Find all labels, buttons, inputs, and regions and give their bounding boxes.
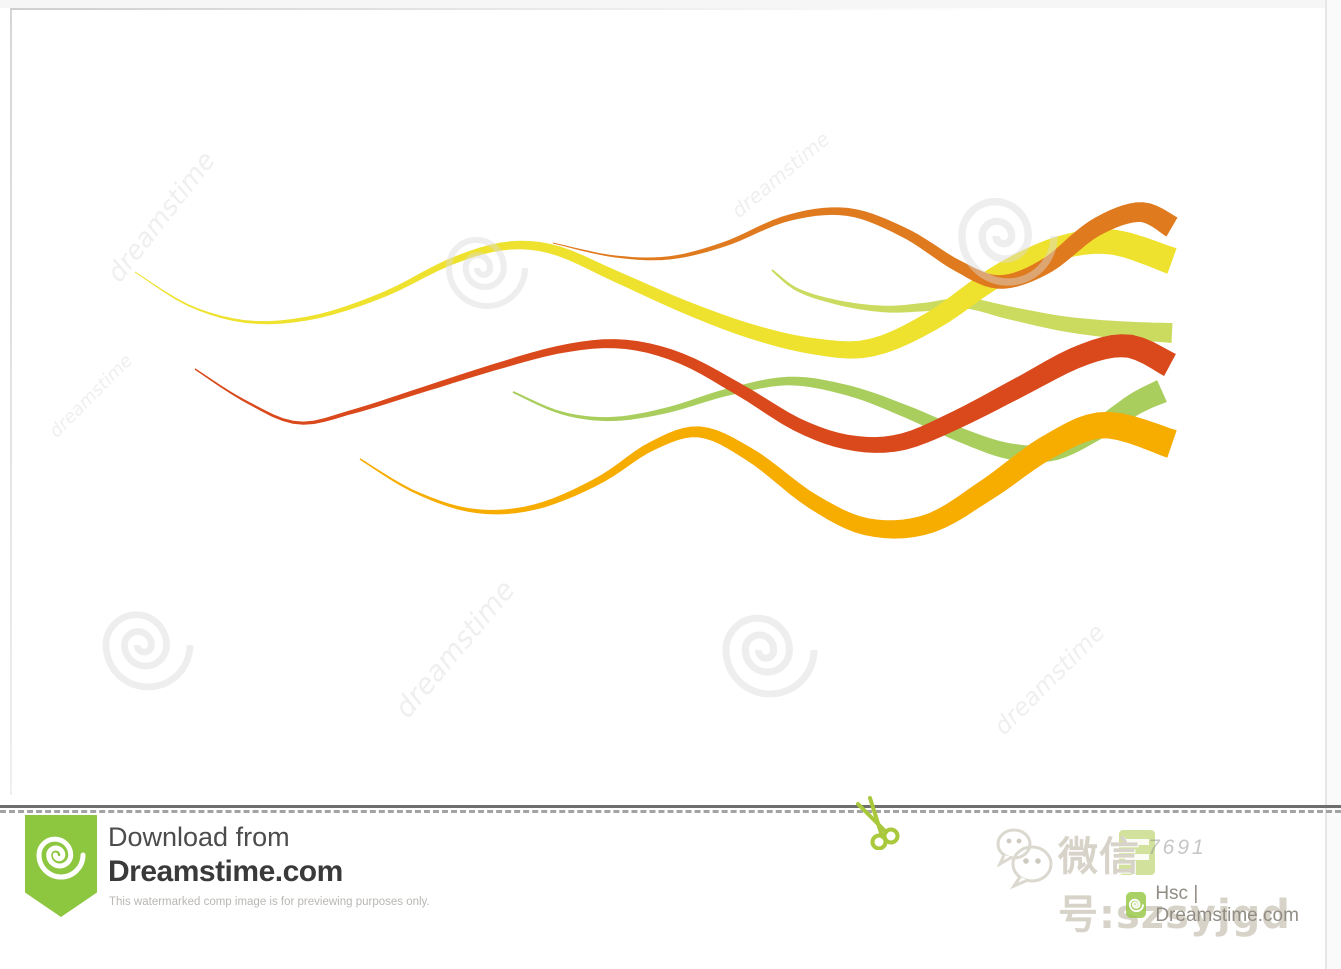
cut-line (0, 805, 1341, 813)
photo-edge-topline (10, 8, 1341, 10)
dreamstime-watermark-text: dreamstime (102, 146, 222, 288)
dreamstime-watermark-text: dreamstime (388, 574, 522, 725)
dreamstime-watermark-text: dreamstime (988, 618, 1110, 740)
download-from-text: Download from (108, 822, 290, 852)
photo-edge-right (1325, 0, 1327, 969)
dreamstime-watermark-spiral (722, 614, 818, 698)
credit-line: Hsc | Dreamstime.com (1126, 883, 1341, 927)
dreamstime-watermark-spiral (102, 611, 194, 691)
dreamstime-mini-logo-icon (1126, 892, 1147, 918)
dreamstime-watermark-spiral (445, 236, 529, 310)
faint-id-overlay: 7691 (1148, 836, 1207, 859)
cut-line-perforation (0, 810, 1341, 813)
scissors-icon (856, 796, 900, 850)
green-tag-overlay (1119, 830, 1155, 875)
wechat-id-text: 微信号:szsyjgd (1058, 834, 1291, 938)
dreamstime-watermark-text: dreamstime (45, 350, 137, 442)
credit-text: Hsc | Dreamstime.com (1155, 883, 1299, 926)
spiral-icon (36, 836, 86, 880)
dreamstime-watermark-spiral (958, 198, 1058, 286)
ribbon-yellow (134, 229, 1177, 359)
dreamstime-title: Dreamstime.com (108, 855, 343, 888)
ribbon-green (512, 376, 1167, 463)
wechat-watermark: 微信号:szsyjgd 7691 (980, 818, 1330, 938)
ribbon-light-yellow-green (771, 269, 1173, 343)
wechat-icon (996, 828, 1053, 890)
photo-edge-right-gutter (1327, 0, 1341, 969)
ribbon-amber (359, 411, 1177, 539)
wavy-ribbons-graphic: dreamstime dreamstime dreamstime dreamstime… (45, 127, 1178, 740)
dreamstime-logo (25, 815, 97, 917)
photo-edge-top (0, 0, 1341, 8)
disclaimer-text: This watermarked comp image is for previ… (109, 896, 430, 908)
cut-line-solid (0, 805, 1341, 808)
dreamstime-watermark-text: dreamstime (727, 127, 835, 223)
ribbon-red-orange (194, 334, 1176, 453)
ribbon-orange (552, 202, 1178, 289)
photo-edge-left (10, 10, 12, 795)
